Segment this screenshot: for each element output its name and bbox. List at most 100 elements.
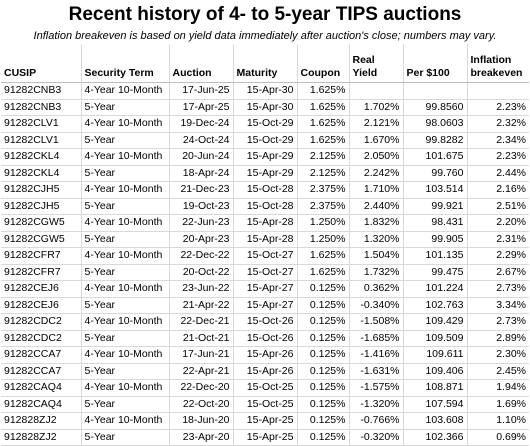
auction-date-cell: 22-Dec-21: [169, 313, 234, 331]
auction-date-cell: 17-Apr-25: [169, 99, 234, 116]
price-per-100-cell: 99.921: [403, 198, 468, 215]
auction-date-cell: 23-Apr-20: [169, 429, 234, 446]
table-row: 91282CGW5 4-Year 10-Month 22-Jun-23 15-Apr-…: [1, 214, 529, 232]
maturity-date-cell: 15-Apr-28: [233, 231, 298, 248]
table-row: 91282CFR7 5-Year 20-Oct-22 15-Oct-27 1.625% 1…: [1, 264, 529, 281]
inflation-breakeven-cell: 2.51%: [467, 198, 529, 215]
price-per-100-cell: 103.608: [403, 412, 468, 430]
security-term-cell: 5-Year: [81, 165, 170, 182]
table-header-row: CUSIP Security Term Auction Maturity Cou…: [1, 44, 529, 83]
cusip-cell: 91282CJH5: [1, 198, 82, 215]
cusip-cell: 91282CJH5: [1, 181, 82, 199]
cusip-cell: 91282CEJ6: [1, 280, 82, 298]
security-term-cell: 4-Year 10-Month: [81, 214, 170, 232]
cusip-cell: 91282CKL4: [1, 148, 82, 166]
price-per-100-cell: 109.611: [403, 346, 468, 364]
real-yield-cell: -1.685%: [349, 330, 404, 347]
security-term-cell: 5-Year: [81, 132, 170, 149]
real-yield-cell: 1.702%: [349, 99, 404, 116]
real-yield-cell: 1.320%: [349, 231, 404, 248]
col-header-inflation-breakeven: Inflation breakeven: [467, 44, 529, 83]
cusip-cell: 91282CAQ4: [1, 396, 82, 413]
price-per-100-cell: 99.760: [403, 165, 468, 182]
inflation-breakeven-cell: 1.94%: [467, 379, 529, 397]
auction-date-cell: 21-Dec-23: [169, 181, 234, 199]
maturity-date-cell: 15-Apr-29: [233, 148, 298, 166]
table-row: 91282CEJ6 4-Year 10-Month 23-Jun-22 15-Apr-…: [1, 280, 529, 298]
maturity-date-cell: 15-Apr-26: [233, 363, 298, 380]
table-row: 91282CCA7 5-Year 22-Apr-21 15-Apr-26 0.125% -…: [1, 363, 529, 380]
col-header-coupon: Coupon: [297, 44, 350, 83]
price-per-100-cell: 98.0603: [403, 115, 468, 133]
maturity-date-cell: 15-Oct-26: [233, 330, 298, 347]
table-row: 91282CAQ4 4-Year 10-Month 22-Dec-20 15-Oct-…: [1, 379, 529, 397]
maturity-date-cell: 15-Oct-29: [233, 132, 298, 149]
inflation-breakeven-cell: 2.44%: [467, 165, 529, 182]
maturity-date-cell: 15-Apr-30: [233, 99, 298, 116]
table-row: 91282CJH5 4-Year 10-Month 21-Dec-23 15-Oct-…: [1, 181, 529, 199]
real-yield-cell: 2.440%: [349, 198, 404, 215]
inflation-breakeven-cell: [467, 82, 529, 100]
inflation-breakeven-cell: 2.20%: [467, 214, 529, 232]
table-row: 91282CNB3 5-Year 17-Apr-25 15-Apr-30 1.625% 1…: [1, 99, 529, 116]
inflation-breakeven-cell: 2.73%: [467, 313, 529, 331]
cusip-cell: 91282CNB3: [1, 82, 82, 100]
security-term-cell: 4-Year 10-Month: [81, 148, 170, 166]
col-header-cusip: CUSIP: [1, 44, 82, 83]
table-row: 91282CKL4 4-Year 10-Month 20-Jun-24 15-Apr-…: [1, 148, 529, 166]
auction-date-cell: 21-Apr-22: [169, 297, 234, 314]
table-row: 91282CKL4 5-Year 18-Apr-24 15-Apr-29 2.125% 2…: [1, 165, 529, 182]
real-yield-cell: -0.320%: [349, 429, 404, 446]
maturity-date-cell: 15-Apr-28: [233, 214, 298, 232]
maturity-date-cell: 15-Oct-27: [233, 264, 298, 281]
coupon-cell: 0.125%: [297, 330, 350, 347]
table-row: 91282CAQ4 5-Year 22-Oct-20 15-Oct-25 0.125% -…: [1, 396, 529, 413]
cusip-cell: 912828ZJ2: [1, 429, 82, 446]
cusip-cell: 91282CNB3: [1, 99, 82, 116]
real-yield-cell: -0.766%: [349, 412, 404, 430]
table-body: 91282CNB3 4-Year 10-Month 17-Jun-25 15-Apr-…: [1, 82, 529, 446]
security-term-cell: 5-Year: [81, 99, 170, 116]
maturity-date-cell: 15-Oct-26: [233, 313, 298, 331]
coupon-cell: 2.375%: [297, 181, 350, 199]
auction-date-cell: 22-Dec-20: [169, 379, 234, 397]
auction-date-cell: 17-Jun-21: [169, 346, 234, 364]
cusip-cell: 91282CCA7: [1, 346, 82, 364]
price-per-100-cell: 99.8282: [403, 132, 468, 149]
inflation-breakeven-cell: 2.67%: [467, 264, 529, 281]
cusip-cell: 91282CGW5: [1, 214, 82, 232]
security-term-cell: 5-Year: [81, 429, 170, 446]
security-term-cell: 4-Year 10-Month: [81, 82, 170, 100]
cusip-cell: 91282CAQ4: [1, 379, 82, 397]
price-per-100-cell: 101.224: [403, 280, 468, 298]
coupon-cell: 1.625%: [297, 132, 350, 149]
security-term-cell: 4-Year 10-Month: [81, 247, 170, 265]
inflation-breakeven-cell: 2.73%: [467, 280, 529, 298]
inflation-breakeven-cell: 1.10%: [467, 412, 529, 430]
cusip-cell: 91282CKL4: [1, 165, 82, 182]
maturity-date-cell: 15-Apr-25: [233, 412, 298, 430]
cusip-cell: 91282CCA7: [1, 363, 82, 380]
table-row: 91282CFR7 4-Year 10-Month 22-Dec-22 15-Oct-…: [1, 247, 529, 265]
coupon-cell: 2.125%: [297, 165, 350, 182]
table-row: 91282CNB3 4-Year 10-Month 17-Jun-25 15-Apr-…: [1, 82, 529, 100]
real-yield-cell: -1.320%: [349, 396, 404, 413]
table-row: 912828ZJ2 5-Year 23-Apr-20 15-Apr-25 0.125% -…: [1, 429, 529, 446]
inflation-breakeven-cell: 2.45%: [467, 363, 529, 380]
coupon-cell: 0.125%: [297, 412, 350, 430]
real-yield-cell: [349, 82, 404, 100]
coupon-cell: 1.625%: [297, 82, 350, 100]
real-yield-cell: 2.121%: [349, 115, 404, 133]
price-per-100-cell: 107.594: [403, 396, 468, 413]
price-per-100-cell: 108.871: [403, 379, 468, 397]
maturity-date-cell: 15-Oct-25: [233, 396, 298, 413]
real-yield-cell: 1.504%: [349, 247, 404, 265]
coupon-cell: 1.625%: [297, 247, 350, 265]
coupon-cell: 1.250%: [297, 231, 350, 248]
table-row: 91282CJH5 5-Year 19-Oct-23 15-Oct-28 2.375% 2…: [1, 198, 529, 215]
auction-date-cell: 19-Dec-24: [169, 115, 234, 133]
real-yield-cell: 0.362%: [349, 280, 404, 298]
price-per-100-cell: 99.8560: [403, 99, 468, 116]
auction-date-cell: 19-Oct-23: [169, 198, 234, 215]
